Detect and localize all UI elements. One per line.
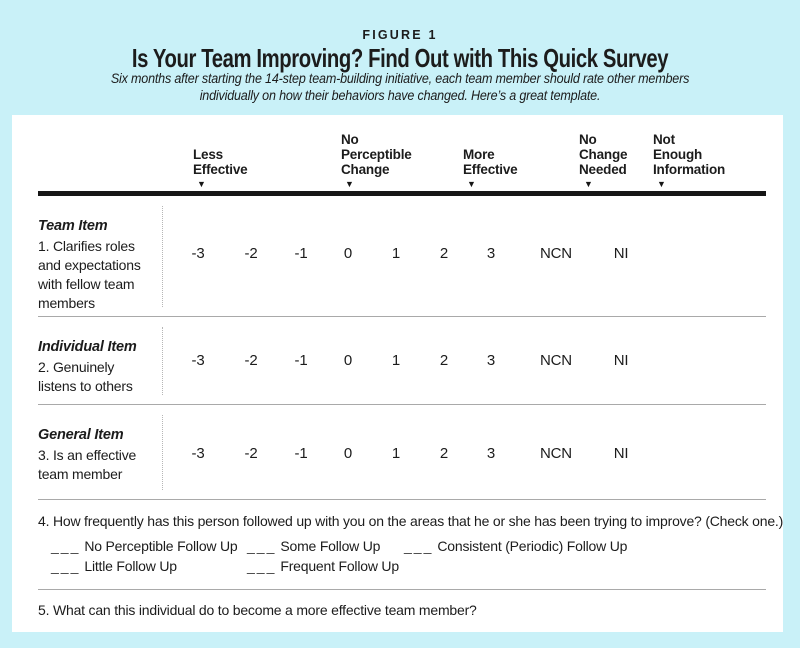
option-label: Consistent (Periodic) Follow Up <box>437 538 628 554</box>
scale-value: -1 <box>294 445 308 462</box>
scale-value-ni: NI <box>613 445 629 462</box>
blank-line: ___ <box>247 538 277 554</box>
scale-value: 2 <box>439 445 449 462</box>
question-4-section: 4. How frequently has this person follow… <box>12 500 783 590</box>
option-label: Frequent Follow Up <box>280 558 399 574</box>
scale-value: -3 <box>191 352 205 369</box>
scale-value: -2 <box>244 445 258 462</box>
figure-kicker: FIGURE 1 <box>362 28 438 42</box>
scale-value: -3 <box>191 445 205 462</box>
row-description: 2. Genuinely listens to others <box>38 359 133 394</box>
rating-scale: -3 -2 -1 0 1 2 3 NCN NI <box>12 245 783 264</box>
rating-scale: -3 -2 -1 0 1 2 3 NCN NI <box>12 445 783 464</box>
option-little-follow-up: ___ Little Follow Up <box>51 558 247 574</box>
section-divider <box>38 589 766 590</box>
blank-line: ___ <box>404 538 434 554</box>
option-label: Some Follow Up <box>280 538 381 554</box>
option-no-perceptible-follow-up: ___ No Perceptible Follow Up <box>51 538 247 554</box>
blank-line: ___ <box>247 558 277 574</box>
scale-value: 0 <box>343 245 353 262</box>
scale-value: 2 <box>439 245 449 262</box>
scale-value: 3 <box>486 245 496 262</box>
scale-value: 3 <box>486 445 496 462</box>
row-description: 1. Clarifies roles and expectations with… <box>38 238 141 311</box>
row-category: Team Item <box>38 218 108 234</box>
scale-value: -1 <box>294 352 308 369</box>
column-header-less-effective: Less Effective <box>193 147 248 177</box>
scale-value: 1 <box>391 445 401 462</box>
scale-value: 0 <box>343 352 353 369</box>
header-thick-rule <box>38 191 766 196</box>
scale-value-ni: NI <box>613 352 629 369</box>
figure-subtitle: Six months after starting the 14-step te… <box>110 71 690 103</box>
scale-value: -2 <box>244 352 258 369</box>
scale-value-ncn: NCN <box>540 445 572 462</box>
scale-value-ni: NI <box>613 245 629 262</box>
dotted-divider <box>162 327 163 395</box>
survey-row-general-item: General Item 3. Is an effective team mem… <box>12 405 783 500</box>
question-5-section: 5. What can this individual do to become… <box>12 590 783 632</box>
scale-value: 2 <box>439 352 449 369</box>
option-some-follow-up: ___ Some Follow Up <box>247 538 404 554</box>
scale-value: 1 <box>391 245 401 262</box>
row-divider <box>38 499 766 500</box>
blank-line: ___ <box>51 538 81 554</box>
scale-value: -1 <box>294 245 308 262</box>
column-header-not-enough-information: Not Enough Information <box>653 132 726 177</box>
column-header-more-effective: More Effective <box>463 147 518 177</box>
down-arrow-icon: ▼ <box>584 179 593 189</box>
row-divider <box>38 316 766 317</box>
option-label: Little Follow Up <box>84 558 177 574</box>
figure-title: Is Your Team Improving? Find Out with Th… <box>131 43 669 73</box>
row-divider <box>38 404 766 405</box>
rating-scale: -3 -2 -1 0 1 2 3 NCN NI <box>12 352 783 371</box>
scale-value: -3 <box>191 245 205 262</box>
column-header-no-change-needed: No Change Needed <box>579 132 628 177</box>
down-arrow-icon: ▼ <box>345 179 354 189</box>
down-arrow-icon: ▼ <box>467 179 476 189</box>
option-consistent-periodic-follow-up: ___ Consistent (Periodic) Follow Up <box>404 538 627 554</box>
scale-value: -2 <box>244 245 258 262</box>
survey-row-team-item: Team Item 1. Clarifies roles and expecta… <box>12 196 783 317</box>
question-4-text: 4. How frequently has this person follow… <box>38 513 784 529</box>
row-category: General Item <box>38 427 124 443</box>
scale-value-ncn: NCN <box>540 352 572 369</box>
down-arrow-icon: ▼ <box>657 179 666 189</box>
scale-value: 0 <box>343 445 353 462</box>
row-category: Individual Item <box>38 339 137 355</box>
scale-value: 3 <box>486 352 496 369</box>
dotted-divider <box>162 415 163 490</box>
survey-row-individual-item: Individual Item 2. Genuinely listens to … <box>12 317 783 405</box>
option-label: No Perceptible Follow Up <box>84 538 238 554</box>
options-line-2: ___ Little Follow Up ___ Frequent Follow U… <box>51 558 399 574</box>
column-header-no-perceptible-change: No Perceptible Change <box>341 132 412 177</box>
survey-card: Less Effective No Perceptible Change Mor… <box>12 115 783 632</box>
dotted-divider <box>162 206 163 307</box>
blank-line: ___ <box>51 558 81 574</box>
question-5-text: 5. What can this individual do to become… <box>38 602 477 618</box>
row-description: 3. Is an effective team member <box>38 447 137 482</box>
options-line-1: ___ No Perceptible Follow Up ___ Some Foll… <box>51 538 627 554</box>
scale-value-ncn: NCN <box>540 245 572 262</box>
scale-value: 1 <box>391 352 401 369</box>
down-arrow-icon: ▼ <box>197 179 206 189</box>
option-frequent-follow-up: ___ Frequent Follow Up <box>247 558 399 574</box>
